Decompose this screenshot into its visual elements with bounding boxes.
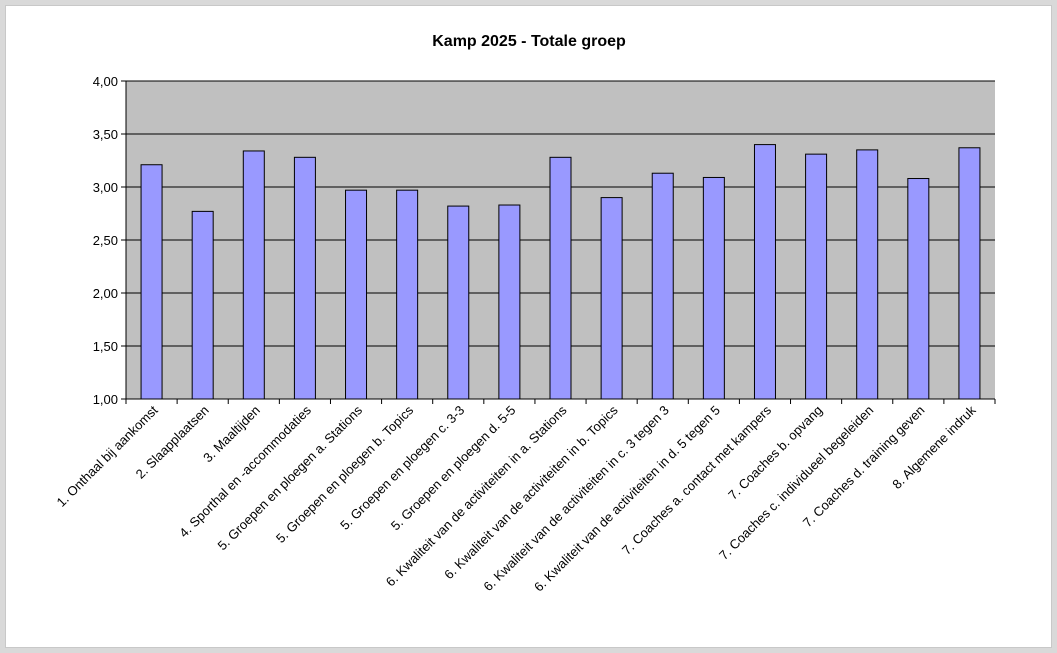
bar — [140, 164, 163, 400]
x-category-label: 6. Kwaliteit van de activiteiten in d. 5… — [531, 403, 723, 595]
y-tick-label: 3,00 — [93, 180, 118, 195]
y-tick-label: 1,00 — [93, 392, 118, 407]
bar-chart: Kamp 2025 - Totale groep 1,00 1,50 2,00 2,5… — [53, 33, 996, 595]
bar — [856, 149, 879, 400]
x-category-label: 6. Kwaliteit van de activiteiten in c. 3… — [480, 403, 672, 595]
bar — [345, 189, 368, 400]
x-category-label: 7. Coaches b. opvang — [725, 403, 825, 503]
chart-title: Kamp 2025 - Totale groep — [432, 33, 626, 50]
bar — [958, 147, 981, 400]
x-category-label: 1. Onthaal bij aankomst — [53, 402, 160, 509]
bar — [191, 210, 214, 400]
x-category-label: 6. Kwaliteit van de activiteiten in a. S… — [383, 402, 570, 589]
bar — [396, 189, 419, 400]
bar — [242, 150, 265, 400]
bar — [753, 144, 776, 400]
bar — [702, 176, 725, 400]
bar — [447, 205, 470, 400]
bar — [549, 156, 572, 400]
chart-frame: Kamp 2025 - Totale groep 1,00 1,50 2,00 2,5… — [5, 5, 1052, 648]
y-tick-label: 3,50 — [93, 127, 118, 142]
y-tick-label: 2,50 — [93, 233, 118, 248]
y-tick-label: 4,00 — [93, 74, 118, 89]
bar — [600, 197, 623, 400]
bar — [907, 178, 930, 400]
bar — [293, 156, 316, 400]
y-tick-label: 2,00 — [93, 286, 118, 301]
bar — [805, 153, 828, 400]
y-tick-label: 1,50 — [93, 339, 118, 354]
bar — [498, 204, 521, 400]
bar — [651, 172, 674, 400]
plot-area: 1,00 1,50 2,00 2,50 3,00 3,50 4,00 1. Onthaal b… — [53, 74, 996, 595]
